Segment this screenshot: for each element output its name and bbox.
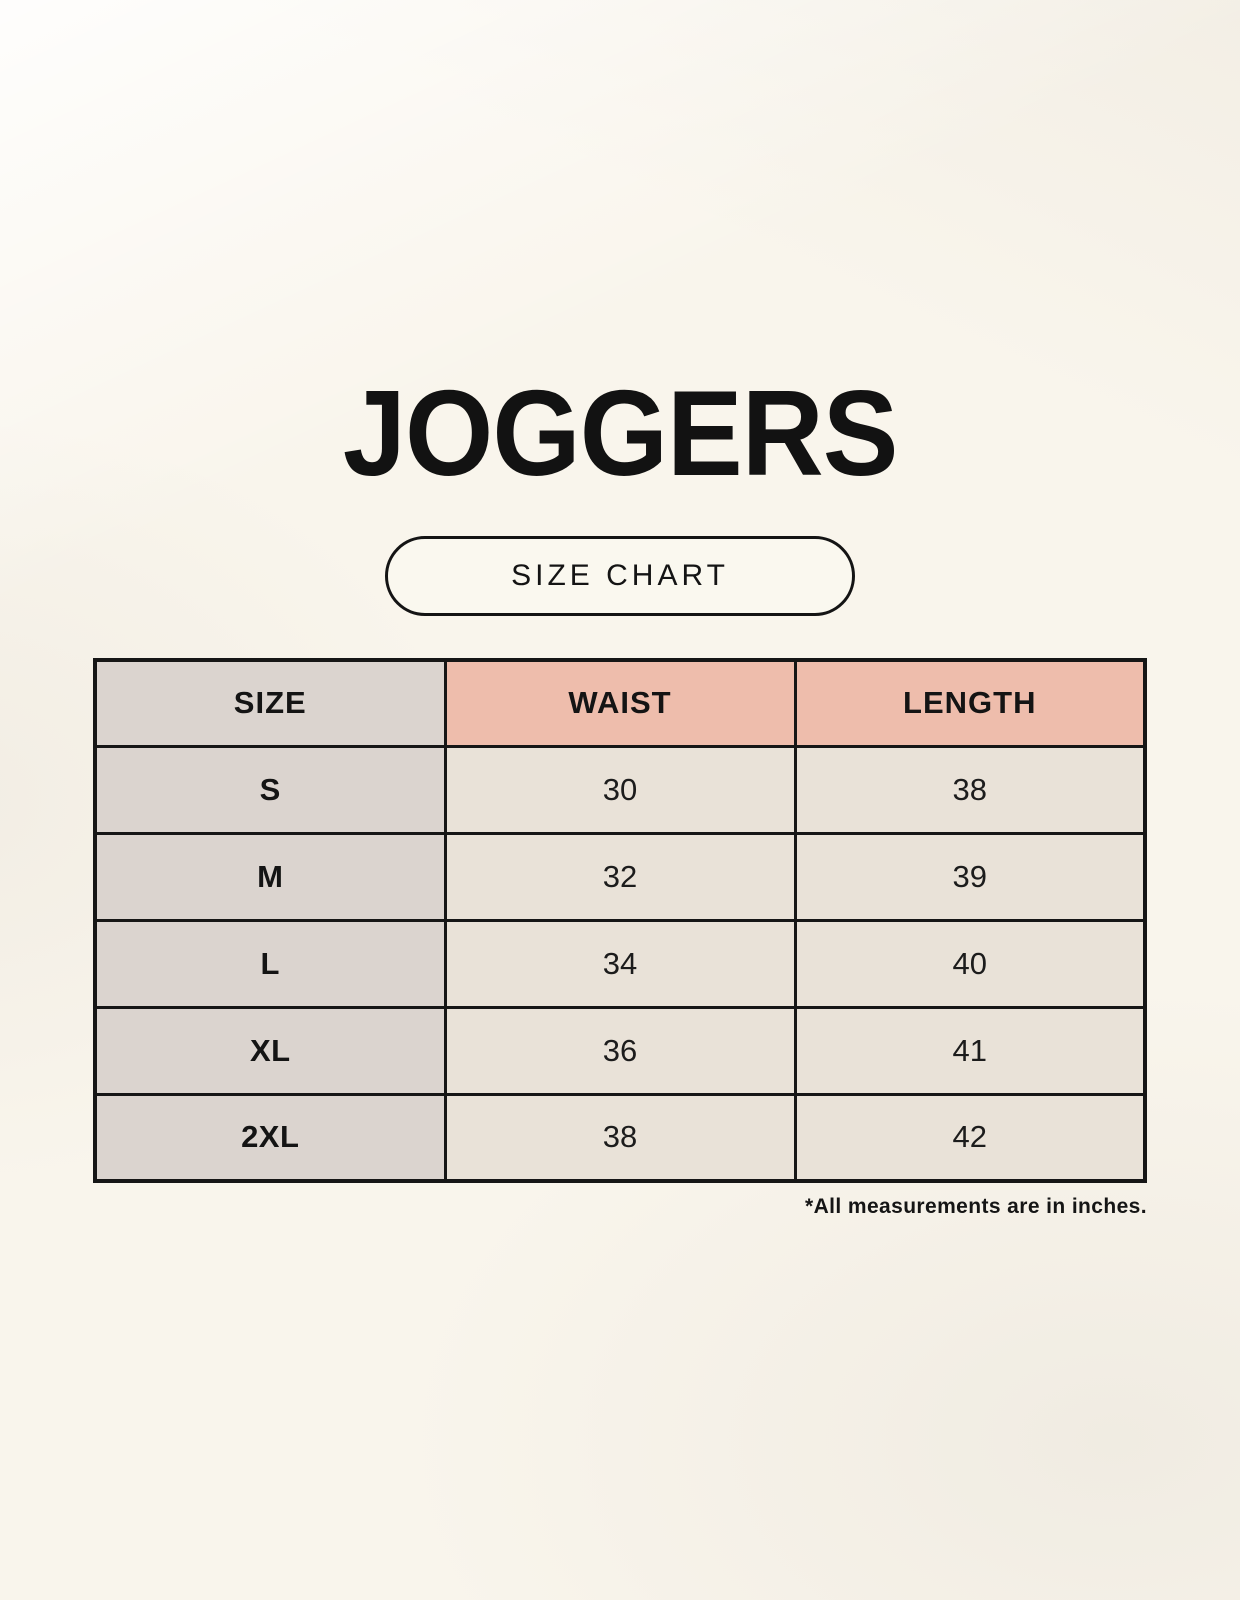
length-cell: 38 <box>793 744 1147 835</box>
waist-cell: 32 <box>443 831 797 922</box>
length-cell: 42 <box>793 1092 1147 1183</box>
size-table-container: SIZE WAIST LENGTH S 30 38 M 32 39 <box>93 658 1147 1219</box>
size-table: SIZE WAIST LENGTH S 30 38 M 32 39 <box>93 658 1147 1183</box>
column-header-size: SIZE <box>93 658 447 748</box>
table-header-row: SIZE WAIST LENGTH <box>93 658 1147 748</box>
waist-cell: 30 <box>443 744 797 835</box>
table-row: M 32 39 <box>93 831 1147 922</box>
length-cell: 39 <box>793 831 1147 922</box>
size-cell: L <box>93 918 447 1009</box>
table-row: L 34 40 <box>93 918 1147 1009</box>
waist-cell: 36 <box>443 1005 797 1096</box>
column-header-length: LENGTH <box>793 658 1147 748</box>
table-row: XL 36 41 <box>93 1005 1147 1096</box>
waist-cell: 34 <box>443 918 797 1009</box>
length-cell: 40 <box>793 918 1147 1009</box>
size-cell: 2XL <box>93 1092 447 1183</box>
length-cell: 41 <box>793 1005 1147 1096</box>
page-title: JOGGERS <box>342 365 899 501</box>
size-cell: S <box>93 744 447 835</box>
column-header-waist: WAIST <box>443 658 797 748</box>
size-cell: XL <box>93 1005 447 1096</box>
size-cell: M <box>93 831 447 922</box>
table-row: S 30 38 <box>93 744 1147 835</box>
content-column: JOGGERS SIZE CHART SIZE WAIST LENGTH S 3… <box>93 365 1147 1219</box>
size-chart-pill-label: SIZE CHART <box>511 559 729 592</box>
table-row: 2XL 38 42 <box>93 1092 1147 1183</box>
size-chart-pill: SIZE CHART <box>385 536 855 616</box>
measurements-footnote: *All measurements are in inches. <box>805 1195 1147 1218</box>
waist-cell: 38 <box>443 1092 797 1183</box>
